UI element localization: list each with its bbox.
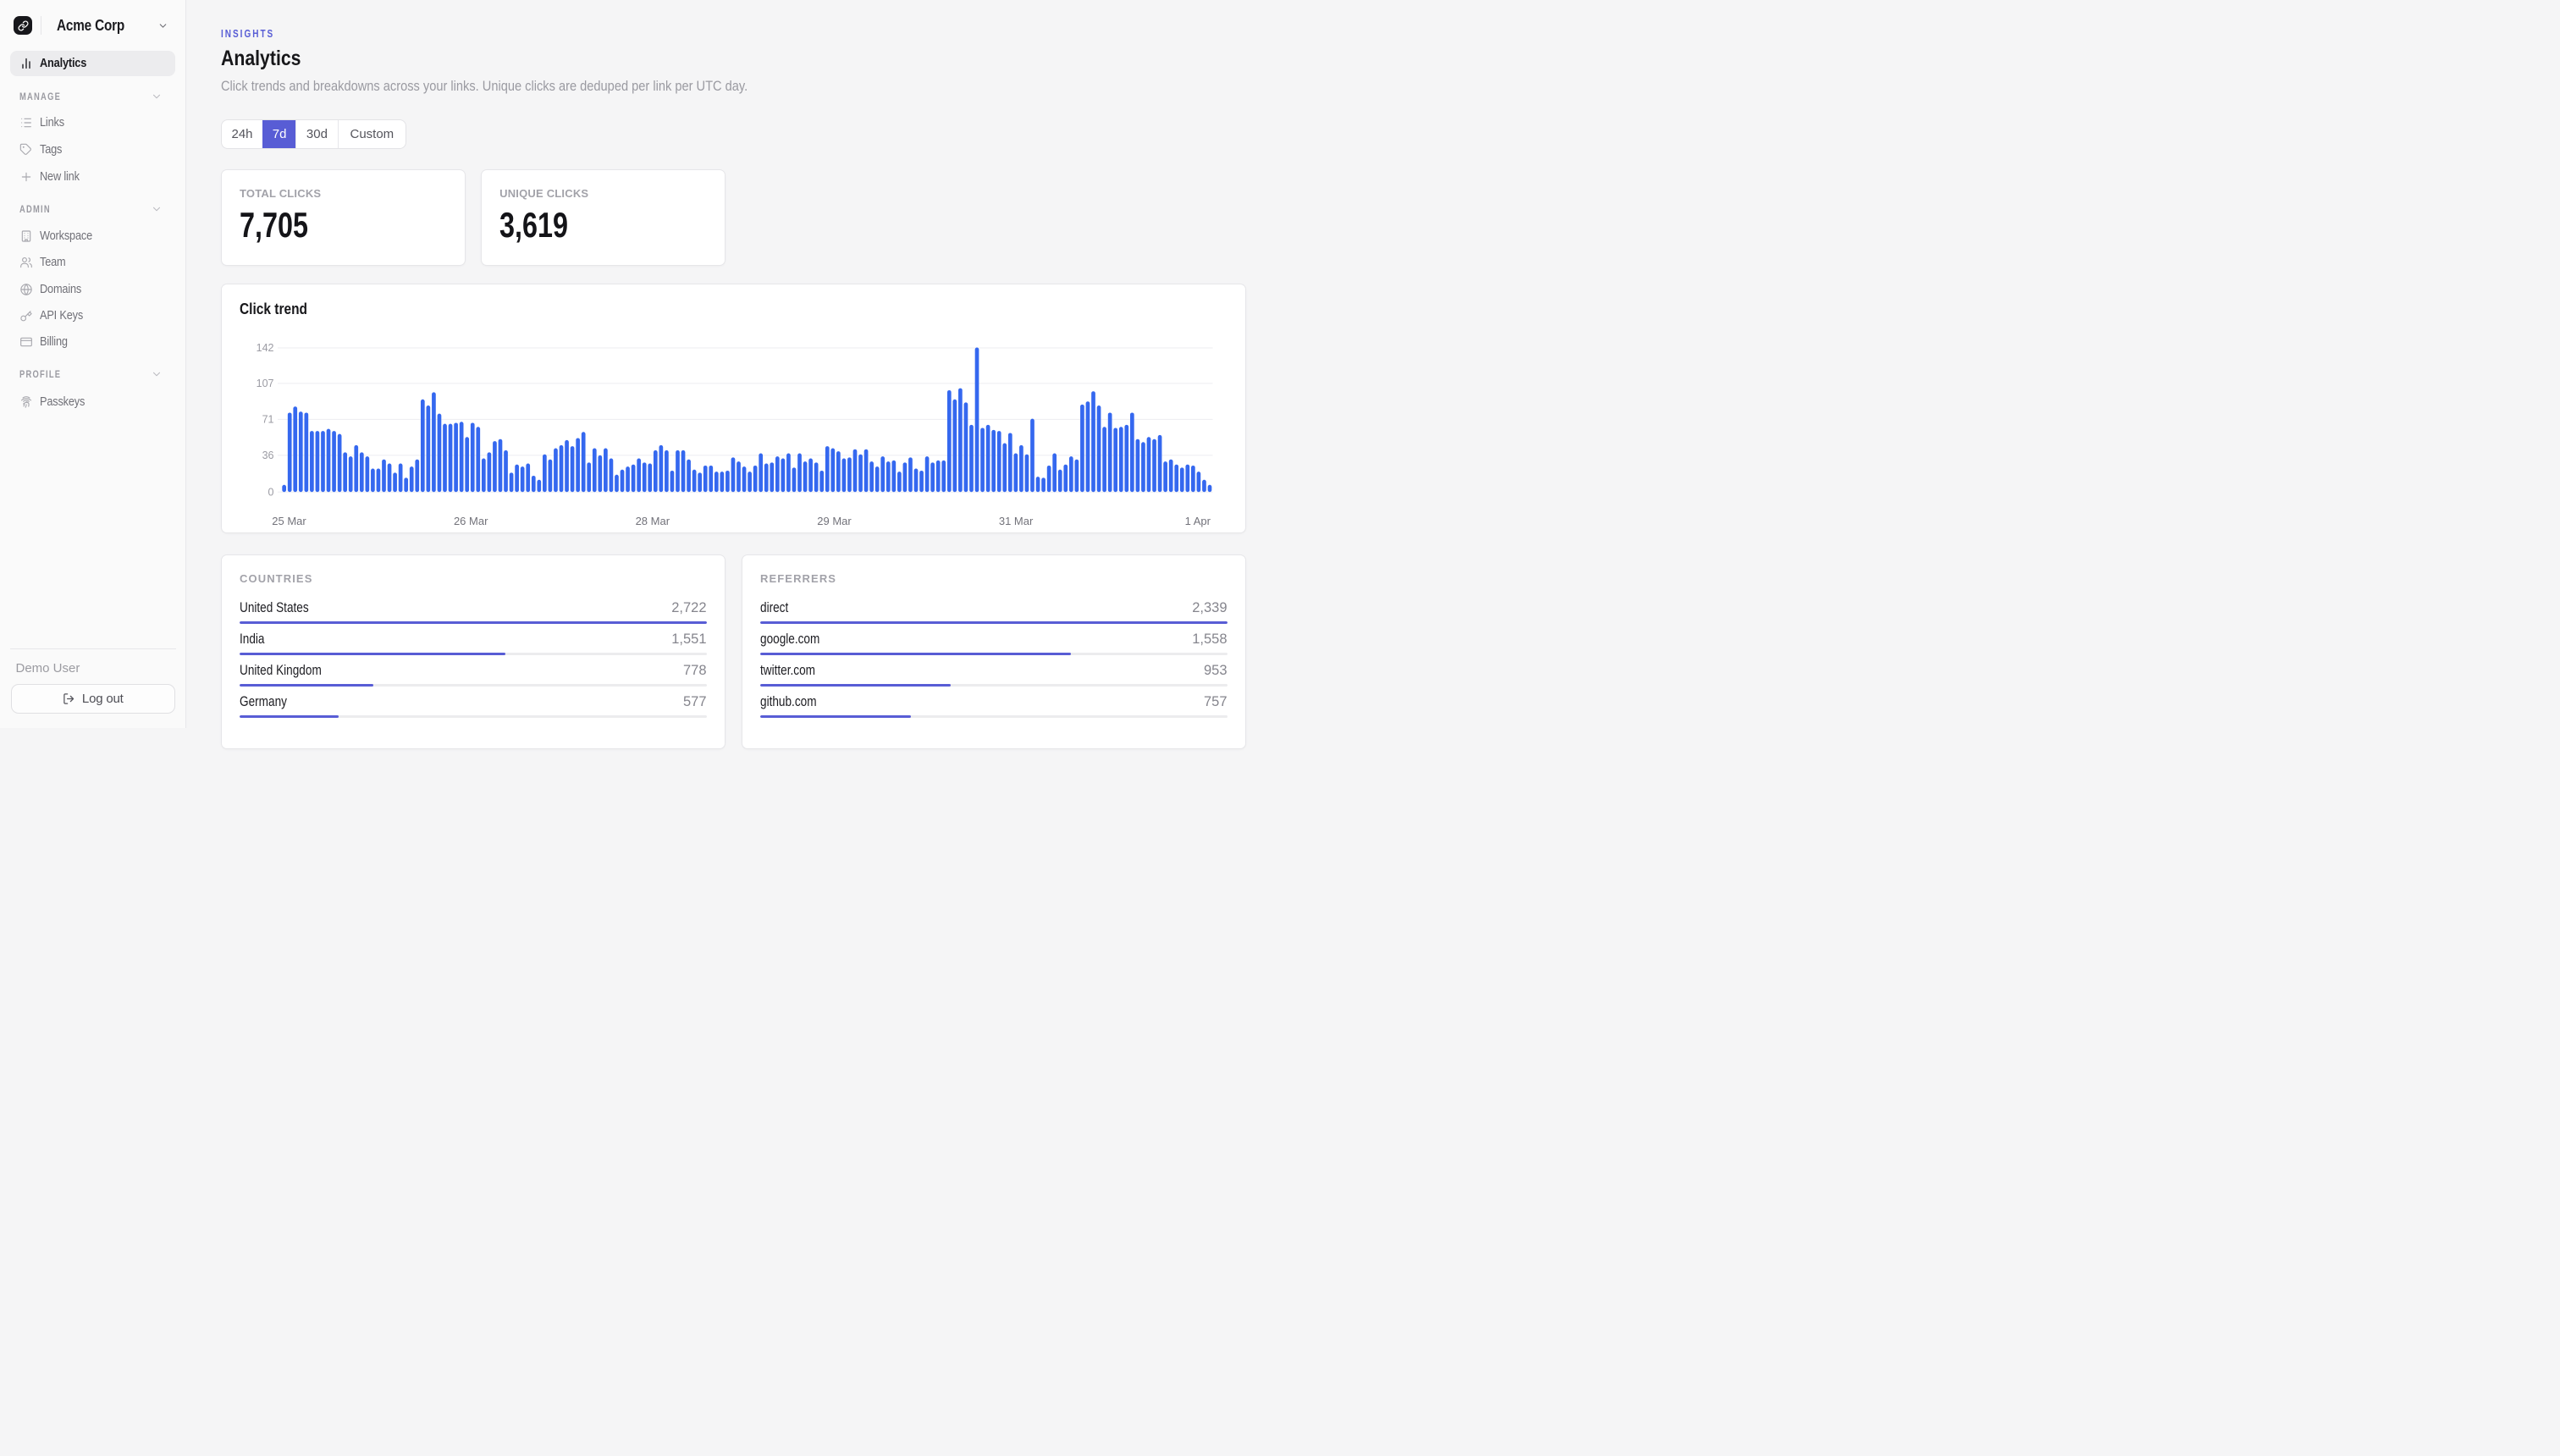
svg-text:29 Mar: 29 Mar: [817, 515, 852, 527]
svg-text:25 Mar: 25 Mar: [272, 515, 306, 527]
svg-text:107: 107: [257, 378, 274, 389]
svg-text:1 Apr: 1 Apr: [1185, 515, 1211, 527]
svg-text:71: 71: [262, 413, 274, 425]
svg-text:36: 36: [262, 449, 274, 461]
svg-text:0: 0: [268, 486, 274, 498]
svg-text:31 Mar: 31 Mar: [999, 515, 1034, 527]
svg-text:142: 142: [257, 342, 274, 354]
svg-text:28 Mar: 28 Mar: [636, 515, 670, 527]
svg-text:26 Mar: 26 Mar: [454, 515, 488, 527]
